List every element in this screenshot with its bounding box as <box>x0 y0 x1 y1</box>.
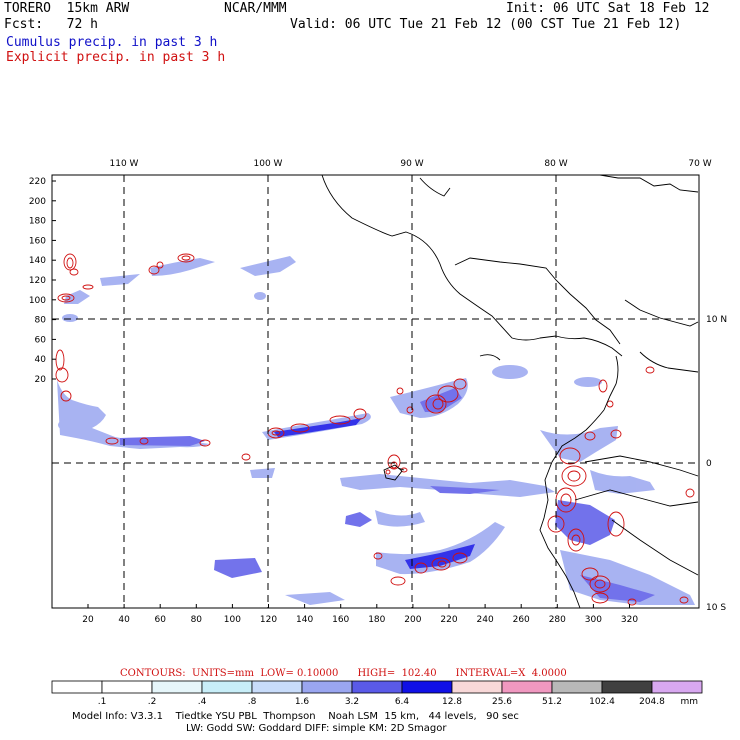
colorbar-label: 102.4 <box>589 697 615 707</box>
y-tick-label: 80 <box>35 316 47 326</box>
y-tick-label: 200 <box>29 197 46 207</box>
colorbar-label: 1.6 <box>295 697 310 707</box>
forecast-hour: Fcst: 72 h <box>4 17 98 32</box>
y-tick-label: 100 <box>29 296 46 306</box>
contour-info: CONTOURS: UNITS=mm LOW= 0.10000 HIGH= 10… <box>120 668 567 679</box>
y-tick-label: 60 <box>35 335 47 345</box>
colorbar-label: .2 <box>148 697 157 707</box>
colorbar-swatch <box>251 680 303 694</box>
lon-label-90w: 90 W <box>400 159 423 169</box>
x-axis: 20 40 60 80 100 120 140 160 180 200 220 240 260 280 30… <box>82 604 638 625</box>
x-tick-label: 320 <box>621 615 638 625</box>
x-tick-label: 40 <box>118 615 130 625</box>
lat-label-10n: 10 N <box>706 315 727 325</box>
x-tick-label: 60 <box>154 615 166 625</box>
y-tick-label: 40 <box>35 355 47 365</box>
x-tick-label: 260 <box>513 615 530 625</box>
colorbar-swatch <box>451 680 503 694</box>
colorbar-label: 51.2 <box>542 697 562 707</box>
colorbar-swatch <box>551 680 603 694</box>
colorbar-swatch <box>151 680 203 694</box>
colorbar-label: 12.8 <box>442 697 462 707</box>
colorbar-swatch <box>51 680 103 694</box>
colorbar-label: 6.4 <box>395 697 410 707</box>
colorbar-swatch <box>501 680 553 694</box>
x-tick-label: 280 <box>549 615 566 625</box>
x-tick-label: 180 <box>368 615 385 625</box>
lon-label-100w: 100 W <box>254 159 283 169</box>
y-tick-label: 220 <box>29 177 46 187</box>
coastlines <box>321 175 699 608</box>
colorbar-label: .1 <box>98 697 107 707</box>
x-tick-label: 100 <box>224 615 241 625</box>
colorbar-label: .4 <box>198 697 207 707</box>
map-frame <box>51 174 700 609</box>
center-name: NCAR/MMM <box>224 1 287 16</box>
x-tick-label: 200 <box>404 615 421 625</box>
x-tick-label: 240 <box>477 615 494 625</box>
x-tick-label: 140 <box>296 615 313 625</box>
y-axis: 220 200 180 160 140 120 100 80 60 40 20 <box>29 177 56 385</box>
colorbar-label: 25.6 <box>492 697 512 707</box>
graticule <box>52 175 699 608</box>
y-tick-label: 160 <box>29 236 46 246</box>
field-cumulus-label: Cumulus precip. in past 3 h <box>6 35 218 50</box>
colorbar-swatch <box>101 680 153 694</box>
colorbar-label: 204.8 <box>639 697 665 707</box>
y-tick-label: 180 <box>29 217 46 227</box>
colorbar-label: .8 <box>248 697 257 707</box>
colorbar-label: 3.2 <box>345 697 359 707</box>
lon-label-80w: 80 W <box>544 159 567 169</box>
y-tick-label: 140 <box>29 256 46 266</box>
lat-label-0: 0 <box>706 459 712 469</box>
y-tick-label: 120 <box>29 276 46 286</box>
x-tick-label: 80 <box>191 615 203 625</box>
colorbar-swatch <box>201 680 253 694</box>
colorbar-units: mm <box>680 697 698 707</box>
precip-layer <box>52 175 699 608</box>
colorbar-swatch <box>301 680 353 694</box>
x-tick-label: 20 <box>82 615 94 625</box>
field-explicit-label: Explicit precip. in past 3 h <box>6 50 226 65</box>
init-time: Init: 06 UTC Sat 18 Feb 12 <box>506 1 710 16</box>
colorbar: .1 .2 .4 .8 1.6 3.2 6.4 12.8 25.6 51.2 102.4 204.8 <box>51 680 703 707</box>
colorbar-swatch <box>601 680 653 694</box>
x-tick-label: 160 <box>332 615 349 625</box>
model-title: TORERO 15km ARW <box>4 1 130 16</box>
colorbar-swatch <box>351 680 403 694</box>
lon-label-70w: 70 W <box>688 159 711 169</box>
colorbar-swatch <box>651 680 703 694</box>
lon-label-110w: 110 W <box>110 159 139 169</box>
valid-time: Valid: 06 UTC Tue 21 Feb 12 (00 CST Tue … <box>290 17 682 32</box>
y-tick-label: 20 <box>35 375 47 385</box>
model-info-line2: LW: Godd SW: Goddard DIFF: simple KM: 2D… <box>186 723 447 734</box>
x-tick-label: 220 <box>440 615 457 625</box>
colorbar-swatch <box>401 680 453 694</box>
model-info-line1: Model Info: V3.3.1 Tiedtke YSU PBL Thomp… <box>72 711 519 722</box>
x-tick-label: 300 <box>585 615 602 625</box>
x-tick-label: 120 <box>260 615 277 625</box>
lat-label-10s: 10 S <box>706 603 726 613</box>
